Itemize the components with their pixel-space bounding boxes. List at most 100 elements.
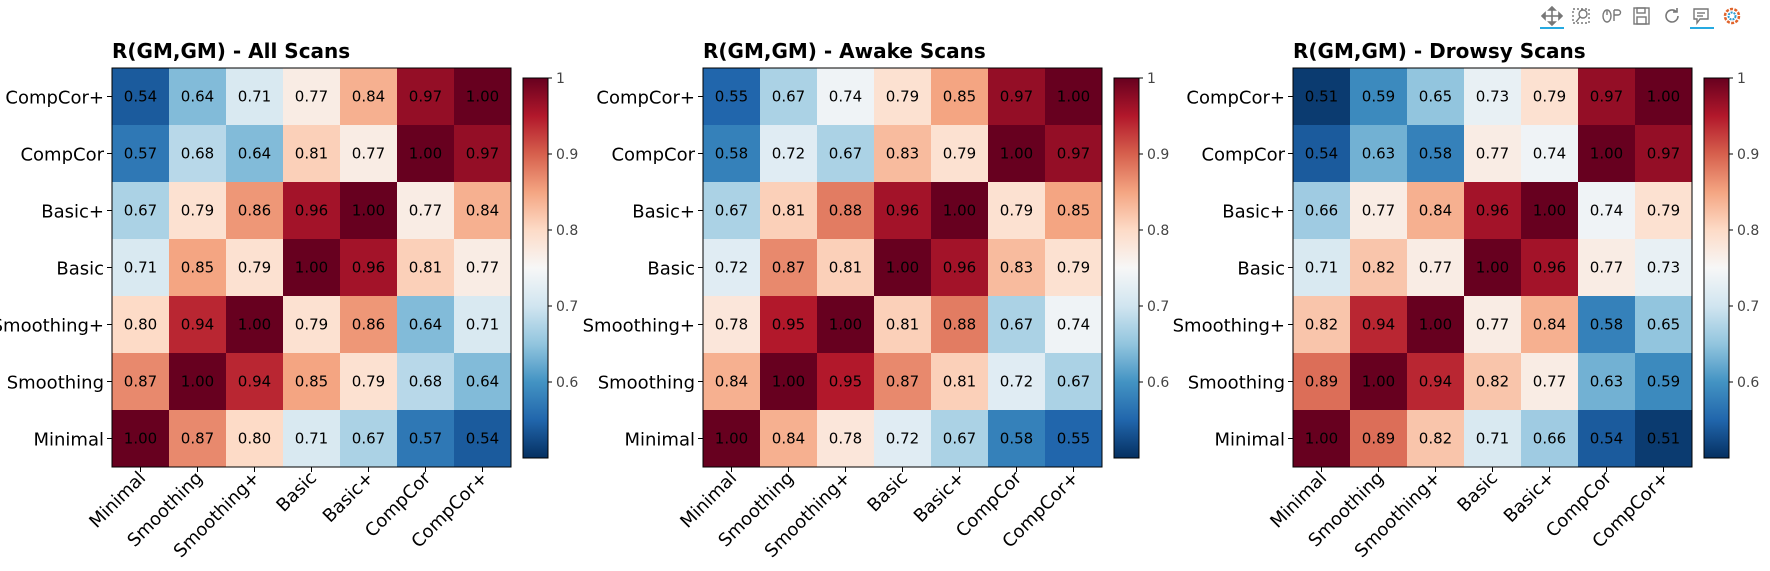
heatmap-cell[interactable] [226, 239, 283, 296]
heatmap-cell[interactable] [283, 239, 340, 296]
heatmap-cell[interactable] [988, 353, 1045, 410]
heatmap-cell[interactable] [283, 125, 340, 182]
heatmap-cell[interactable] [703, 353, 760, 410]
heatmap-cell[interactable] [703, 125, 760, 182]
heatmap-cell[interactable] [1635, 125, 1692, 182]
heatmap-cell[interactable] [1521, 125, 1578, 182]
heatmap-cell[interactable] [1635, 353, 1692, 410]
heatmap-cell[interactable] [169, 353, 226, 410]
heatmap-cell[interactable] [397, 182, 454, 239]
heatmap-cell[interactable] [226, 182, 283, 239]
heatmap-cell[interactable] [454, 353, 511, 410]
heatmap-cell[interactable] [874, 182, 931, 239]
heatmap-cell[interactable] [1045, 182, 1102, 239]
heatmap-cell[interactable] [931, 68, 988, 125]
heatmap-cell[interactable] [1464, 353, 1521, 410]
heatmap-cell[interactable] [1407, 296, 1464, 353]
heatmap-cell[interactable] [454, 68, 511, 125]
heatmap-cell[interactable] [1350, 239, 1407, 296]
heatmap-cell[interactable] [340, 125, 397, 182]
heatmap-cell[interactable] [1635, 239, 1692, 296]
heatmap-cell[interactable] [817, 182, 874, 239]
heatmap-cell[interactable] [340, 410, 397, 467]
heatmap-cell[interactable] [283, 182, 340, 239]
heatmap-cell[interactable] [454, 182, 511, 239]
heatmap-cell[interactable] [283, 68, 340, 125]
heatmap-cell[interactable] [1293, 296, 1350, 353]
heatmap-cell[interactable] [226, 410, 283, 467]
heatmap-cell[interactable] [1464, 239, 1521, 296]
heatmap-cell[interactable] [1407, 353, 1464, 410]
box-zoom-tool-button[interactable] [1570, 5, 1594, 27]
heatmap-cell[interactable] [397, 296, 454, 353]
save-tool-button[interactable] [1630, 5, 1654, 27]
heatmap-cell[interactable] [1045, 410, 1102, 467]
heatmap-cell[interactable] [931, 296, 988, 353]
heatmap-cell[interactable] [760, 182, 817, 239]
heatmap-cell[interactable] [1464, 68, 1521, 125]
heatmap-cell[interactable] [1407, 125, 1464, 182]
heatmap-cell[interactable] [1578, 182, 1635, 239]
heatmap-cell[interactable] [874, 353, 931, 410]
heatmap-cell[interactable] [112, 68, 169, 125]
heatmap-cell[interactable] [397, 353, 454, 410]
heatmap-cell[interactable] [817, 68, 874, 125]
heatmap-cell[interactable] [340, 239, 397, 296]
heatmap-cell[interactable] [1293, 410, 1350, 467]
heatmap-cell[interactable] [1293, 125, 1350, 182]
heatmap-cell[interactable] [169, 296, 226, 353]
heatmap-cell[interactable] [1350, 296, 1407, 353]
heatmap-cell[interactable] [1293, 239, 1350, 296]
heatmap-cell[interactable] [817, 239, 874, 296]
heatmap-cell[interactable] [817, 410, 874, 467]
heatmap-cell[interactable] [112, 353, 169, 410]
heatmap-cell[interactable] [1045, 68, 1102, 125]
heatmap-cell[interactable] [1635, 410, 1692, 467]
pan-tool-button[interactable] [1540, 5, 1564, 29]
reset-tool-button[interactable] [1660, 5, 1684, 27]
heatmap-cell[interactable] [760, 68, 817, 125]
heatmap-cell[interactable] [1635, 68, 1692, 125]
heatmap-cell[interactable] [1521, 410, 1578, 467]
heatmap-cell[interactable] [931, 125, 988, 182]
heatmap-cell[interactable] [931, 353, 988, 410]
heatmap-cell[interactable] [817, 296, 874, 353]
heatmap-cell[interactable] [1293, 182, 1350, 239]
heatmap-cell[interactable] [397, 68, 454, 125]
heatmap-cell[interactable] [1350, 353, 1407, 410]
heatmap-cell[interactable] [988, 68, 1045, 125]
heatmap-cell[interactable] [1045, 296, 1102, 353]
heatmap-cell[interactable] [1578, 68, 1635, 125]
heatmap-cell[interactable] [931, 410, 988, 467]
heatmap-cell[interactable] [169, 68, 226, 125]
heatmap-cell[interactable] [169, 182, 226, 239]
heatmap-cell[interactable] [703, 410, 760, 467]
heatmap-cell[interactable] [397, 239, 454, 296]
heatmap-cell[interactable] [1521, 182, 1578, 239]
heatmap-cell[interactable] [397, 410, 454, 467]
heatmap-cell[interactable] [454, 239, 511, 296]
wheel-zoom-tool-button[interactable] [1600, 5, 1624, 27]
heatmap-cell[interactable] [1407, 182, 1464, 239]
heatmap-cell[interactable] [1578, 296, 1635, 353]
heatmap-cell[interactable] [1350, 410, 1407, 467]
heatmap-cell[interactable] [1407, 410, 1464, 467]
heatmap-cell[interactable] [988, 296, 1045, 353]
heatmap-cell[interactable] [931, 239, 988, 296]
heatmap-cell[interactable] [454, 125, 511, 182]
heatmap-cell[interactable] [1521, 353, 1578, 410]
heatmap-cell[interactable] [1464, 296, 1521, 353]
heatmap-cell[interactable] [226, 125, 283, 182]
heatmap-cell[interactable] [283, 353, 340, 410]
heatmap-cell[interactable] [760, 353, 817, 410]
heatmap-cell[interactable] [1521, 296, 1578, 353]
heatmap-cell[interactable] [1407, 68, 1464, 125]
heatmap-cell[interactable] [874, 410, 931, 467]
heatmap-cell[interactable] [340, 182, 397, 239]
heatmap-cell[interactable] [1464, 410, 1521, 467]
heatmap-cell[interactable] [169, 410, 226, 467]
heatmap-cell[interactable] [817, 353, 874, 410]
heatmap-cell[interactable] [1045, 353, 1102, 410]
heatmap-cell[interactable] [1521, 239, 1578, 296]
heatmap-cell[interactable] [760, 410, 817, 467]
